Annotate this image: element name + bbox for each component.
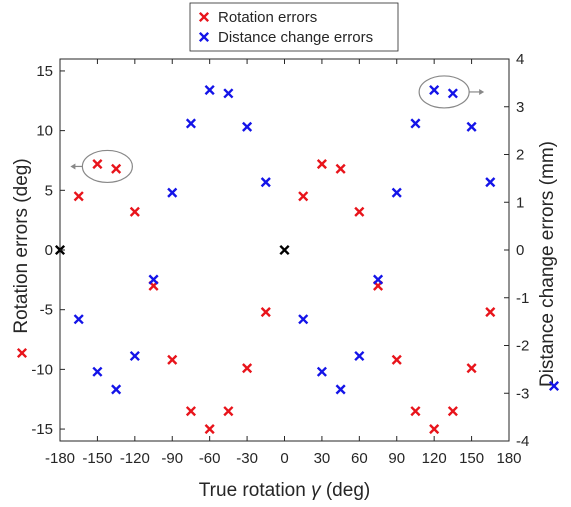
- y-right-tick-label: -3: [516, 385, 529, 402]
- point-distance-change-errors: [185, 118, 197, 129]
- point-unlabeled: [279, 244, 290, 256]
- point-rotation-errors: [410, 406, 421, 417]
- y-left-tick-label: 5: [45, 182, 53, 199]
- x-tick-label: -90: [161, 450, 183, 467]
- y-left-tick-label: 15: [36, 63, 53, 80]
- point-rotation-errors: [204, 424, 215, 435]
- point-rotation-errors: [223, 406, 234, 417]
- point-distance-change-errors: [73, 314, 84, 325]
- y-axis-left-label: Rotation errors (deg): [11, 158, 32, 333]
- y-axis-right-label: Distance change errors (mm): [537, 141, 558, 387]
- point-rotation-errors: [185, 406, 197, 417]
- x-tick-label: 180: [496, 450, 521, 467]
- point-rotation-errors: [447, 406, 458, 417]
- y-right-tick-label: 3: [516, 99, 524, 116]
- x-tick-label: 150: [459, 450, 484, 467]
- point-rotation-errors: [335, 163, 346, 174]
- point-distance-change-errors: [410, 118, 421, 129]
- point-rotation-errors: [242, 363, 253, 374]
- x-tick-label: -150: [82, 450, 112, 467]
- point-rotation-errors: [111, 163, 122, 174]
- point-distance-change-errors: [111, 384, 122, 395]
- y-right-tick-label: 1: [516, 194, 524, 211]
- point-distance-change-errors: [429, 84, 440, 96]
- point-rotation-errors: [391, 354, 402, 365]
- x-tick-label: 90: [388, 450, 405, 467]
- x-tick-label: 30: [314, 450, 331, 467]
- x-tick-label: -30: [236, 450, 258, 467]
- y-right-tick-label: 0: [516, 242, 524, 259]
- y-right-tick-label: -2: [516, 338, 529, 355]
- point-distance-change-errors: [298, 314, 309, 325]
- point-distance-change-errors: [447, 88, 458, 99]
- point-distance-change-errors: [242, 121, 253, 132]
- point-distance-change-errors: [204, 84, 215, 96]
- point-distance-change-errors: [129, 350, 140, 362]
- y-left-tick-label: 0: [45, 242, 53, 259]
- point-distance-change-errors: [391, 187, 402, 198]
- point-distance-change-errors: [372, 274, 384, 285]
- point-rotation-errors: [485, 307, 496, 318]
- annotation-ellipse-arrow: [70, 149, 133, 184]
- x-tick-label: -60: [199, 450, 221, 467]
- point-rotation-errors: [167, 354, 178, 365]
- x-tick-label: -180: [45, 450, 75, 467]
- point-distance-change-errors: [148, 274, 159, 285]
- y-left-label-marker: [16, 347, 28, 359]
- x-axis-label: True rotation γ (deg): [199, 480, 370, 501]
- point-rotation-errors: [429, 424, 440, 435]
- x-tick-label: 0: [280, 450, 288, 467]
- y-left-tick-label: -10: [31, 361, 53, 378]
- point-distance-change-errors: [485, 177, 496, 188]
- point-distance-change-errors: [466, 121, 477, 132]
- point-distance-change-errors: [92, 366, 103, 377]
- y-left-tick-label: 10: [36, 123, 53, 140]
- annotation-ellipse-arrow: [418, 75, 485, 109]
- point-distance-change-errors: [223, 88, 234, 99]
- y-right-tick-label: -4: [516, 433, 529, 450]
- point-rotation-errors: [260, 307, 271, 318]
- point-rotation-errors: [92, 159, 103, 170]
- x-tick-label: 60: [351, 450, 368, 467]
- point-distance-change-errors: [167, 187, 178, 198]
- y-left-tick-label: -5: [40, 302, 53, 319]
- y-right-label-marker: [548, 380, 560, 392]
- legend: Rotation errors Distance change errors: [189, 2, 399, 52]
- y-right-tick-label: 4: [516, 51, 524, 68]
- x-tick-label: 120: [422, 450, 447, 467]
- point-rotation-errors: [316, 159, 327, 170]
- point-rotation-errors: [466, 363, 477, 374]
- point-rotation-errors: [73, 191, 84, 202]
- point-rotation-errors: [129, 206, 140, 217]
- legend-entry-distance-change-errors: Distance change errors: [218, 29, 373, 46]
- y-left-tick-label: -15: [31, 421, 53, 438]
- legend-entry-rotation-errors: Rotation errors: [218, 9, 317, 26]
- legend-marker-rotation-errors: [198, 11, 210, 23]
- legend-box: [189, 2, 399, 52]
- point-distance-change-errors: [354, 350, 365, 362]
- point-rotation-errors: [298, 191, 309, 202]
- point-distance-change-errors: [335, 384, 346, 395]
- point-rotation-errors: [354, 206, 365, 217]
- legend-marker-distance-change-errors: [198, 31, 210, 43]
- y-right-tick-label: 2: [516, 147, 524, 164]
- y-right-tick-label: -1: [516, 290, 529, 307]
- point-distance-change-errors: [260, 177, 271, 188]
- x-tick-label: -120: [120, 450, 150, 467]
- point-distance-change-errors: [316, 366, 327, 377]
